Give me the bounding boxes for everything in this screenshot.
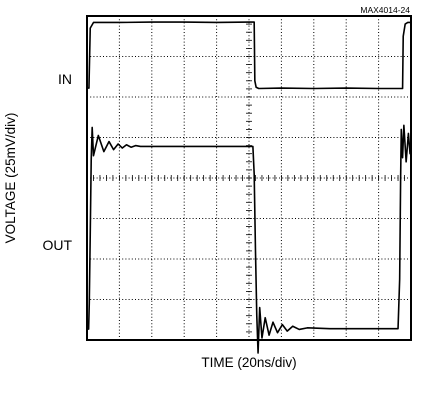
trace-label-out: OUT (42, 237, 72, 253)
figure-id: MAX4014-24 (360, 5, 410, 15)
grid (87, 16, 411, 340)
y-axis-label: VOLTAGE (25mV/div) (3, 113, 18, 244)
trace-label-in: IN (58, 71, 72, 87)
trace-in (87, 21, 411, 90)
traces (87, 21, 412, 354)
x-axis-label: TIME (20ns/div) (201, 355, 296, 370)
plot-frame (86, 15, 412, 341)
trace-out (87, 124, 412, 354)
